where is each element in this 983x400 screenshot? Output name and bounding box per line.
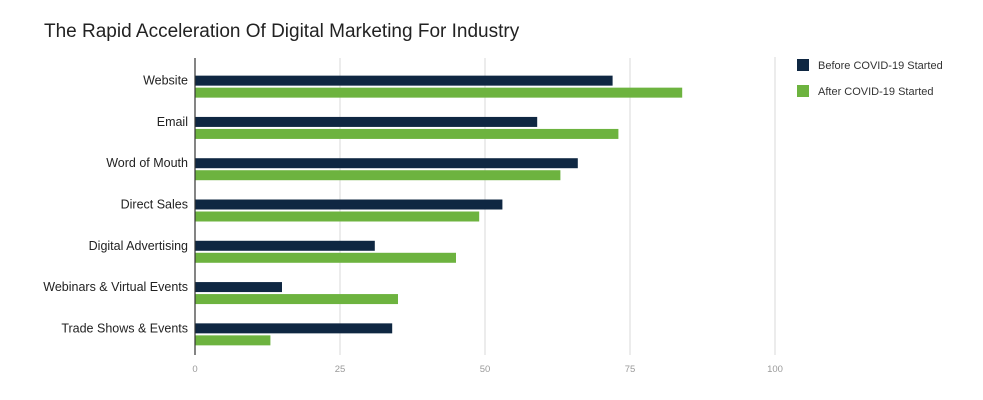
- legend-swatch: [797, 85, 809, 97]
- legend: Before COVID-19 Started After COVID-19 St…: [774, 57, 943, 100]
- x-tick-label: 75: [625, 364, 636, 375]
- category-label: Email: [157, 115, 188, 129]
- legend-label: Before COVID-19 Started: [818, 60, 943, 72]
- bar-after: [195, 170, 561, 181]
- bar-after: [195, 211, 480, 222]
- x-axis-ticks: 0 25 50 75 100: [192, 364, 783, 375]
- bar-before: [195, 75, 613, 86]
- bar-before: [195, 282, 282, 293]
- x-tick-label: 0: [192, 364, 197, 375]
- bar-after: [195, 294, 398, 305]
- category-labels: Website Email Word of Mouth Direct Sales Dig…: [43, 74, 188, 336]
- chart-title: The Rapid Acceleration Of Digital Market…: [44, 21, 520, 42]
- bar-after: [195, 252, 456, 263]
- category-label: Digital Advertising: [89, 239, 188, 253]
- bar-after: [195, 87, 683, 98]
- bar-before: [195, 116, 538, 127]
- bar-before: [195, 199, 503, 210]
- x-tick-label: 25: [335, 364, 346, 375]
- bar-after: [195, 335, 271, 346]
- x-tick-label: 50: [480, 364, 491, 375]
- category-label: Webinars & Virtual Events: [43, 280, 188, 294]
- x-tick-label: 100: [767, 364, 783, 375]
- bar-before: [195, 158, 578, 169]
- bars: [195, 75, 683, 346]
- category-label: Word of Mouth: [106, 156, 188, 170]
- bar-after: [195, 128, 619, 139]
- bar-before: [195, 240, 375, 251]
- category-label: Website: [143, 74, 188, 88]
- category-label: Trade Shows & Events: [61, 321, 188, 335]
- legend-label: After COVID-19 Started: [818, 86, 934, 98]
- bar-before: [195, 323, 393, 334]
- category-label: Direct Sales: [121, 198, 188, 212]
- legend-swatch: [797, 59, 809, 71]
